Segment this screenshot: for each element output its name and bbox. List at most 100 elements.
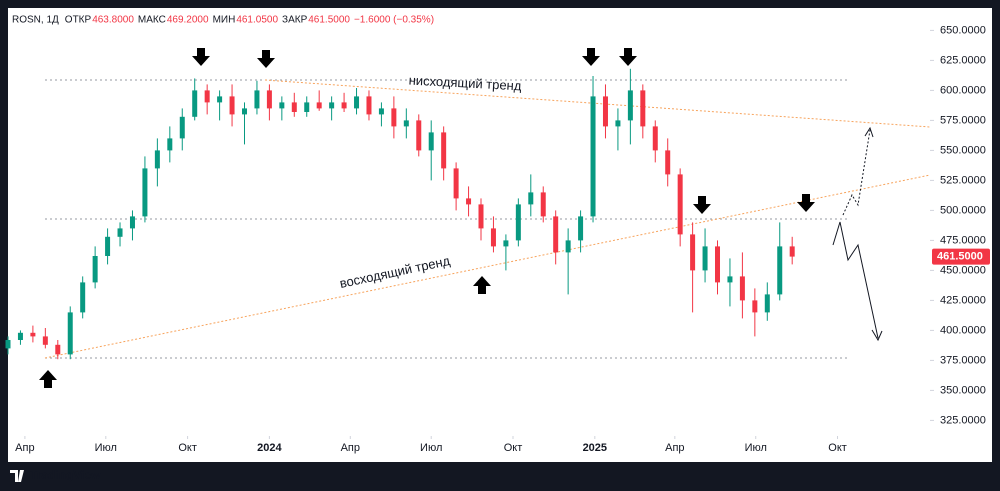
ohlc-label: ОТКР	[65, 15, 92, 26]
candle-body	[466, 198, 472, 205]
candle-body	[627, 90, 633, 121]
candle-body	[528, 192, 534, 205]
candle-body	[727, 276, 733, 283]
y-tick-label: 575.0000	[940, 114, 986, 126]
x-tick-label: Июл	[745, 442, 767, 454]
candle-body	[142, 168, 148, 217]
y-tick-label: 350.0000	[940, 384, 986, 396]
candle-body	[229, 96, 235, 115]
candle-body	[764, 294, 770, 313]
x-tick-label: Апр	[15, 442, 34, 454]
candle-body	[503, 240, 509, 247]
y-tick-label: 600.0000	[940, 84, 986, 96]
candle-body	[515, 204, 521, 241]
candle-body	[441, 132, 447, 169]
down-arrow	[192, 48, 210, 66]
candle-body	[154, 150, 160, 169]
candle-body	[391, 108, 397, 127]
symbol: ROSN, 1Д	[12, 15, 59, 26]
projection-arrowhead	[871, 329, 883, 342]
ohlc-label: МАКС	[138, 15, 166, 26]
candle-body	[752, 300, 758, 313]
candle-body	[17, 332, 23, 340]
candle-body	[378, 108, 384, 115]
candle-body	[478, 204, 484, 229]
candle-body	[677, 174, 683, 235]
y-tick-label: 650.0000	[940, 24, 986, 36]
candle-body	[403, 120, 409, 127]
candle-body	[316, 102, 322, 109]
y-tick-label: 375.0000	[940, 354, 986, 366]
y-tick-label: 400.0000	[940, 324, 986, 336]
candle-body	[578, 216, 584, 241]
candle-body	[540, 192, 546, 217]
candle-body	[129, 216, 135, 229]
candle-body	[30, 332, 36, 337]
change: −1.6000 (−0.35%)	[354, 15, 434, 26]
candle-body	[254, 90, 260, 109]
candle-body	[217, 96, 223, 103]
candle-body	[615, 120, 621, 127]
x-tick-label: 2025	[583, 442, 607, 454]
chart-background	[8, 8, 992, 462]
down-arrow	[619, 48, 637, 66]
y-tick-label: 450.0000	[940, 264, 986, 276]
candle-body	[204, 90, 210, 103]
candle-body	[640, 90, 646, 127]
candle-body	[553, 216, 559, 253]
candle-body	[117, 228, 123, 237]
brand: TradingView	[30, 468, 101, 482]
candle-body	[590, 96, 596, 217]
markers	[39, 48, 815, 388]
candle-body	[105, 236, 111, 256]
y-tick-label: 550.0000	[940, 144, 986, 156]
candle-body	[329, 102, 335, 109]
candle-body	[690, 234, 696, 271]
ohlc-value: 461.5000	[308, 15, 350, 26]
x-tick-label: Июл	[420, 442, 442, 454]
y-tick-label: 325.0000	[940, 414, 986, 426]
annotation: нисходящий тренд	[408, 72, 522, 93]
projection-arrowhead	[864, 126, 874, 138]
y-tick-label: 500.0000	[940, 204, 986, 216]
candle-body	[490, 228, 496, 247]
ohlc-value: 461.0500	[236, 15, 278, 26]
candle-body	[291, 102, 297, 112]
candle-body	[266, 90, 272, 109]
ohlc-value: 469.2000	[167, 15, 209, 26]
down-arrow	[693, 196, 711, 214]
projection-line	[832, 221, 879, 339]
x-tick-label: Апр	[341, 442, 360, 454]
y-tick-label: 625.0000	[940, 54, 986, 66]
down-arrow	[797, 194, 815, 212]
up-arrow	[473, 276, 491, 294]
x-tick-label: 2024	[257, 442, 282, 454]
candle-body	[428, 132, 434, 151]
up-arrow	[39, 370, 57, 388]
y-tick-label: 425.0000	[940, 294, 986, 306]
candle-body	[416, 120, 422, 151]
ohlc-label: ЗАКР	[282, 15, 308, 26]
candle-body	[55, 344, 61, 355]
trend-line	[44, 174, 931, 359]
candle-body	[777, 246, 783, 295]
x-tick-label: Окт	[178, 442, 197, 454]
candle-body	[92, 256, 98, 283]
y-tick-label: 475.0000	[940, 234, 986, 246]
trend-line	[264, 79, 931, 128]
candle-body	[453, 168, 459, 199]
candle-body	[602, 96, 608, 127]
candle-body	[702, 246, 708, 271]
down-arrow	[582, 48, 600, 66]
x-tick-label: Окт	[504, 442, 523, 454]
candle-body	[242, 108, 248, 115]
drawings	[44, 79, 931, 359]
candle-body	[5, 340, 11, 349]
x-tick-label: Июл	[95, 442, 117, 454]
x-tick-label: Апр	[665, 442, 684, 454]
ohlc-label: МИН	[213, 15, 236, 26]
candle-body	[80, 282, 86, 313]
down-arrow	[257, 50, 275, 68]
